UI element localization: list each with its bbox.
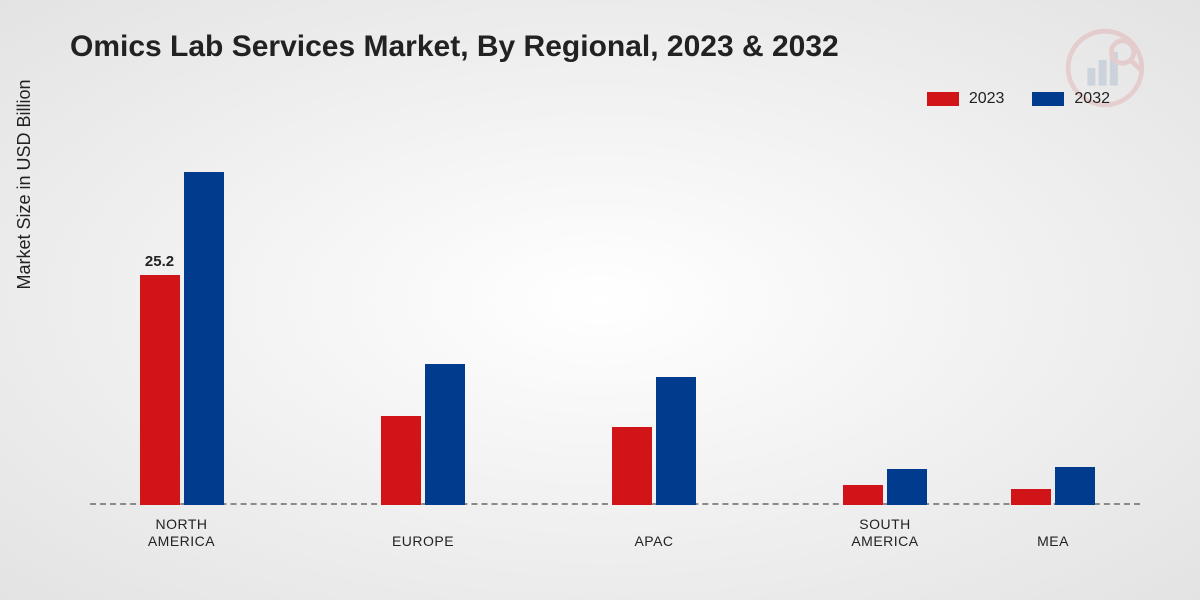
x-axis-category-label: SOUTHAMERICA [815, 516, 955, 550]
bar-group: EUROPE [363, 364, 483, 505]
bar-2023 [1011, 489, 1051, 505]
bar-2023 [381, 416, 421, 505]
legend-item-2023: 2023 [927, 90, 1005, 108]
legend-swatch-2032 [1032, 92, 1064, 106]
bar-2032 [1055, 467, 1095, 505]
x-axis-category-label: EUROPE [353, 533, 493, 550]
plot-area: 25.2NORTHAMERICA EUROPE APAC SOUTHAMERICA ME… [90, 140, 1140, 505]
x-axis-category-label: MEA [983, 533, 1123, 550]
bar-2032 [184, 172, 224, 505]
chart-canvas: Omics Lab Services Market, By Regional, … [0, 0, 1200, 600]
bar-2032 [425, 364, 465, 505]
legend-swatch-2023 [927, 92, 959, 106]
bar-2032 [887, 469, 927, 506]
chart-title: Omics Lab Services Market, By Regional, … [70, 30, 839, 64]
bar-group: MEA [993, 467, 1113, 505]
legend-label-2023: 2023 [969, 90, 1005, 108]
bar-group: 25.2NORTHAMERICA [122, 172, 242, 505]
bar-2023: 25.2 [140, 275, 180, 505]
x-axis-category-label: APAC [584, 533, 724, 550]
bar-2032 [656, 377, 696, 505]
x-axis-category-label: NORTHAMERICA [112, 516, 252, 550]
bar-2023 [612, 427, 652, 505]
legend-item-2032: 2032 [1032, 90, 1110, 108]
y-axis-label: Market Size in USD Billion [14, 79, 35, 289]
bar-group: SOUTHAMERICA [825, 469, 945, 506]
bar-group: APAC [594, 377, 714, 505]
chart-legend: 2023 2032 [927, 90, 1110, 108]
bar-2023 [843, 485, 883, 505]
bar-value-label: 25.2 [145, 253, 174, 270]
legend-label-2032: 2032 [1074, 90, 1110, 108]
